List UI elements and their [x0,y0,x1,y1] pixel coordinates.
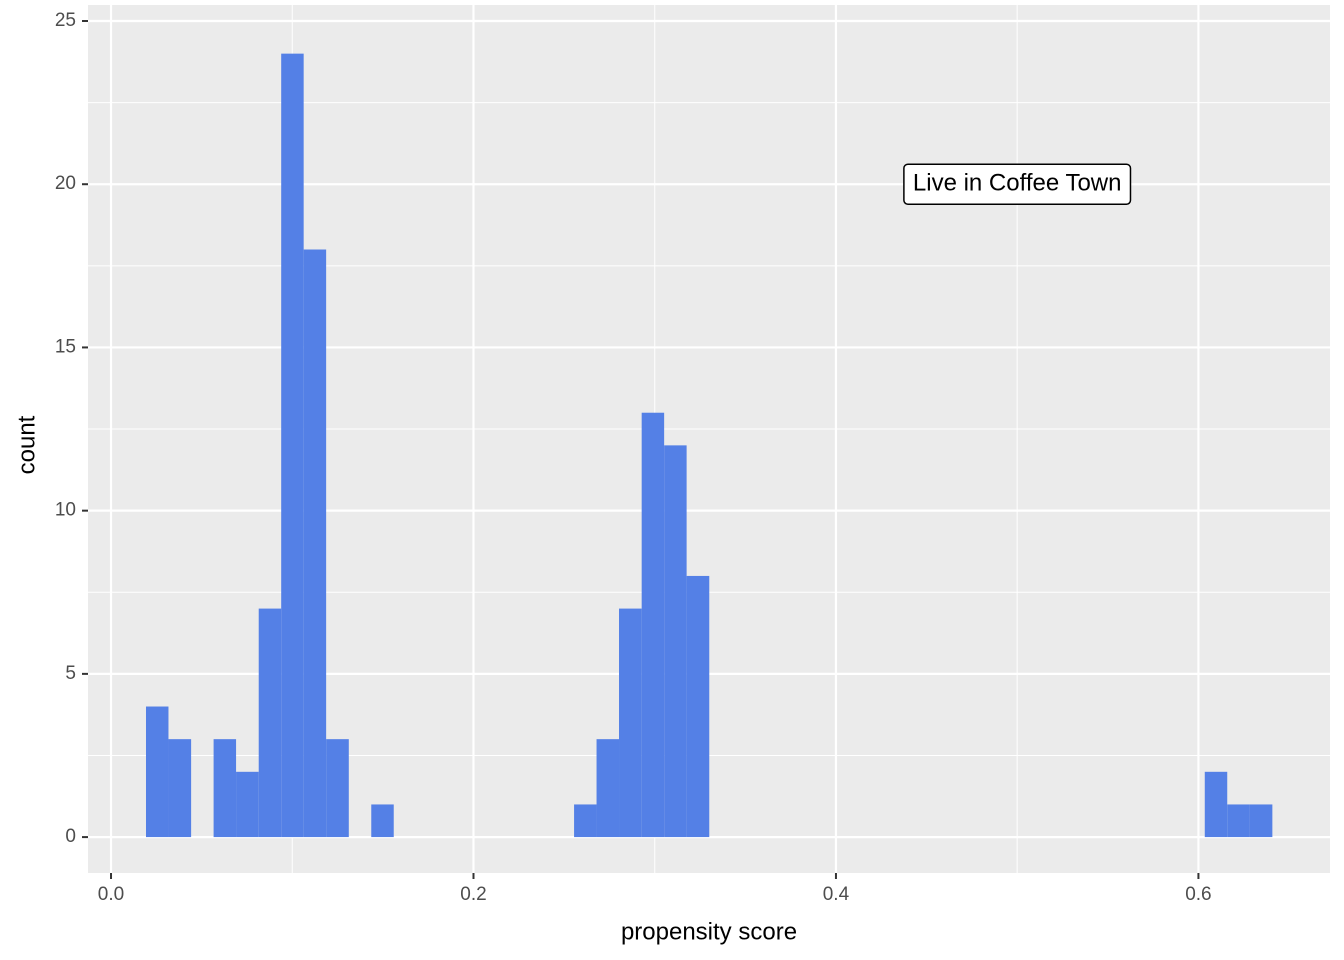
bar [641,412,665,838]
bar [371,804,394,838]
bar [596,739,620,838]
bar [236,771,259,838]
y-tick-label: 10 [55,500,76,521]
bar [1249,804,1273,838]
x-tick-label: 0.0 [98,884,124,905]
y-tick-label: 15 [55,336,76,357]
y-tick-label: 5 [65,663,76,684]
bar [686,575,710,838]
y-tick-label: 25 [55,10,76,31]
bar [1227,804,1250,838]
y-tick-label: 0 [65,826,76,847]
annotation: Live in Coffee Town [903,163,1132,205]
bar [326,739,349,838]
y-axis-title: count [13,415,40,474]
x-tick-label: 0.2 [460,884,486,905]
bar [258,608,282,838]
bar [664,445,687,838]
annotation-text: Live in Coffee Town [913,170,1122,197]
x-tick-label: 0.4 [823,884,850,905]
annotation-box [903,163,1132,205]
bar [168,739,192,838]
bar [303,249,327,838]
bar [1204,771,1228,838]
bar [145,706,169,838]
bar [281,53,304,838]
bar [619,608,642,838]
x-axis-title: propensity score [621,918,797,945]
x-tick-label: 0.6 [1185,884,1211,905]
bar [574,804,597,838]
bar [213,739,237,838]
y-tick-label: 20 [55,173,76,194]
